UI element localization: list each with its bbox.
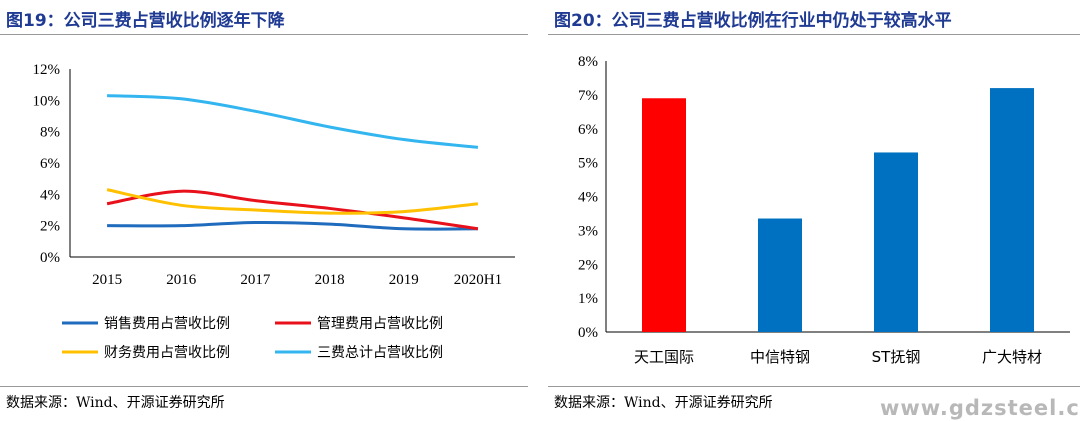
y-tick-label: 6% bbox=[40, 156, 60, 172]
series-line bbox=[106, 189, 479, 231]
y-tick-label: 3% bbox=[578, 223, 598, 239]
legend-label: 销售费用占营收比例 bbox=[104, 316, 230, 332]
bar bbox=[990, 88, 1034, 332]
right-source-rule bbox=[548, 386, 1080, 387]
y-tick-label: 2% bbox=[578, 257, 598, 273]
legend-label: 三费总计占营收比例 bbox=[317, 345, 443, 361]
y-tick-label: 4% bbox=[578, 190, 598, 206]
y-tick-label: 4% bbox=[40, 187, 60, 203]
y-tick-label: 5% bbox=[578, 156, 598, 172]
site-watermark: www.gdzsteel.com bbox=[880, 396, 1080, 420]
x-tick-label: 2017 bbox=[240, 272, 271, 288]
series-line bbox=[107, 94, 479, 149]
bar bbox=[758, 218, 802, 332]
y-tick-label: 2% bbox=[40, 219, 60, 235]
left-source-rule bbox=[0, 386, 528, 387]
x-tick-label: 2018 bbox=[315, 272, 345, 288]
right-figure-title: 图20：公司三费占营收比例在行业中仍处于较高水平 bbox=[554, 11, 952, 31]
left-figure-title: 图19：公司三费占营收比例逐年下降 bbox=[6, 11, 285, 31]
legend-label: 管理费用占营收比例 bbox=[317, 316, 443, 332]
y-tick-label: 10% bbox=[33, 93, 61, 109]
y-tick-label: 7% bbox=[578, 88, 598, 104]
y-tick-label: 8% bbox=[40, 125, 60, 141]
x-tick-label: 2015 bbox=[92, 272, 122, 288]
x-category-label: ST抚钢 bbox=[872, 348, 921, 366]
left-title-rule bbox=[0, 34, 528, 35]
right-figure-panel: 图20：公司三费占营收比例在行业中仍处于较高水平 0% 1% 2% 3% 4% 5% 6% 7… bbox=[548, 0, 1080, 421]
x-category-label: 天工国际 bbox=[634, 348, 694, 366]
x-tick-label: 2019 bbox=[389, 272, 419, 288]
x-category-label: 广大特材 bbox=[982, 348, 1042, 366]
y-tick-label: 12% bbox=[33, 62, 61, 78]
y-tick-label: 0% bbox=[40, 250, 60, 266]
y-tick-label: 0% bbox=[578, 325, 598, 341]
x-tick-label: 2020H1 bbox=[454, 272, 502, 288]
legend-label: 财务费用占营收比例 bbox=[104, 345, 230, 361]
y-tick-label: 8% bbox=[578, 54, 598, 70]
left-figure-panel: 图19：公司三费占营收比例逐年下降 0% 2% 4% 6% 8% 10% 12% 2015 20… bbox=[0, 11, 528, 411]
x-tick-label: 2016 bbox=[166, 272, 197, 288]
line-chart: 0% 2% 4% 6% 8% 10% 12% 2015 2016 2017 2018 2019 2020… bbox=[33, 62, 515, 361]
bar-chart: 0% 1% 2% 3% 4% 5% 6% 7% 8% 天工国际 中信特钢 ST抚钢 广大特材 bbox=[578, 54, 1070, 366]
y-tick-label: 6% bbox=[578, 122, 598, 138]
right-title-rule bbox=[548, 34, 1080, 35]
y-tick-label: 1% bbox=[578, 291, 598, 307]
left-source-note: 数据来源：Wind、开源证券研究所 bbox=[6, 395, 225, 411]
series-line bbox=[107, 220, 478, 231]
x-category-label: 中信特钢 bbox=[750, 348, 810, 366]
bar bbox=[642, 98, 686, 332]
right-source-note: 数据来源：Wind、开源证券研究所 bbox=[554, 395, 773, 411]
series-line bbox=[106, 188, 479, 215]
bar bbox=[874, 152, 918, 332]
